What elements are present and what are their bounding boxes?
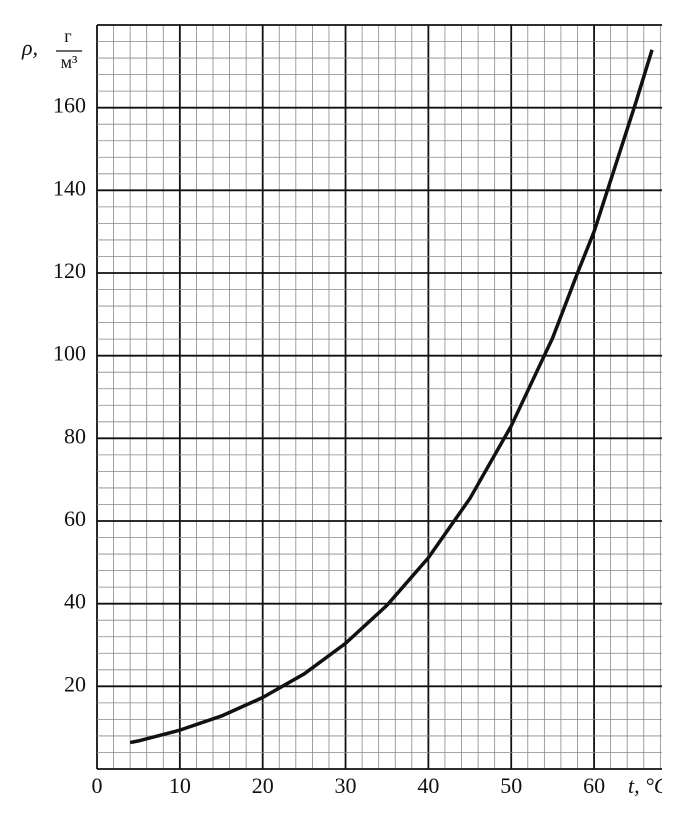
x-tick-label: 10 [169,773,191,798]
y-tick-label: 60 [64,506,86,531]
y-tick-label: 20 [64,671,86,696]
x-tick-label: 50 [500,773,522,798]
x-tick-label: 30 [335,773,357,798]
grid [96,24,662,770]
y-tick-label: 160 [53,93,86,118]
y-tick-label: 40 [64,589,86,614]
x-tick-label: 0 [92,773,103,798]
y-axis-symbol: ρ, [21,35,38,60]
x-tick-label: 40 [417,773,439,798]
y-tick-label: 80 [64,423,86,448]
y-unit-numerator: г [64,26,71,46]
y-tick-label: 140 [53,175,86,200]
labels: t, °C [628,773,669,798]
plot [129,49,654,745]
x-tick-label: 60 [583,773,605,798]
y-unit-denominator: м³ [61,52,78,72]
data-line [129,49,654,745]
y-tick-label: 120 [53,258,86,283]
x-axis-label: t, °C [628,773,669,798]
y-tick-label: 100 [53,341,86,366]
x-tick-label: 20 [252,773,274,798]
